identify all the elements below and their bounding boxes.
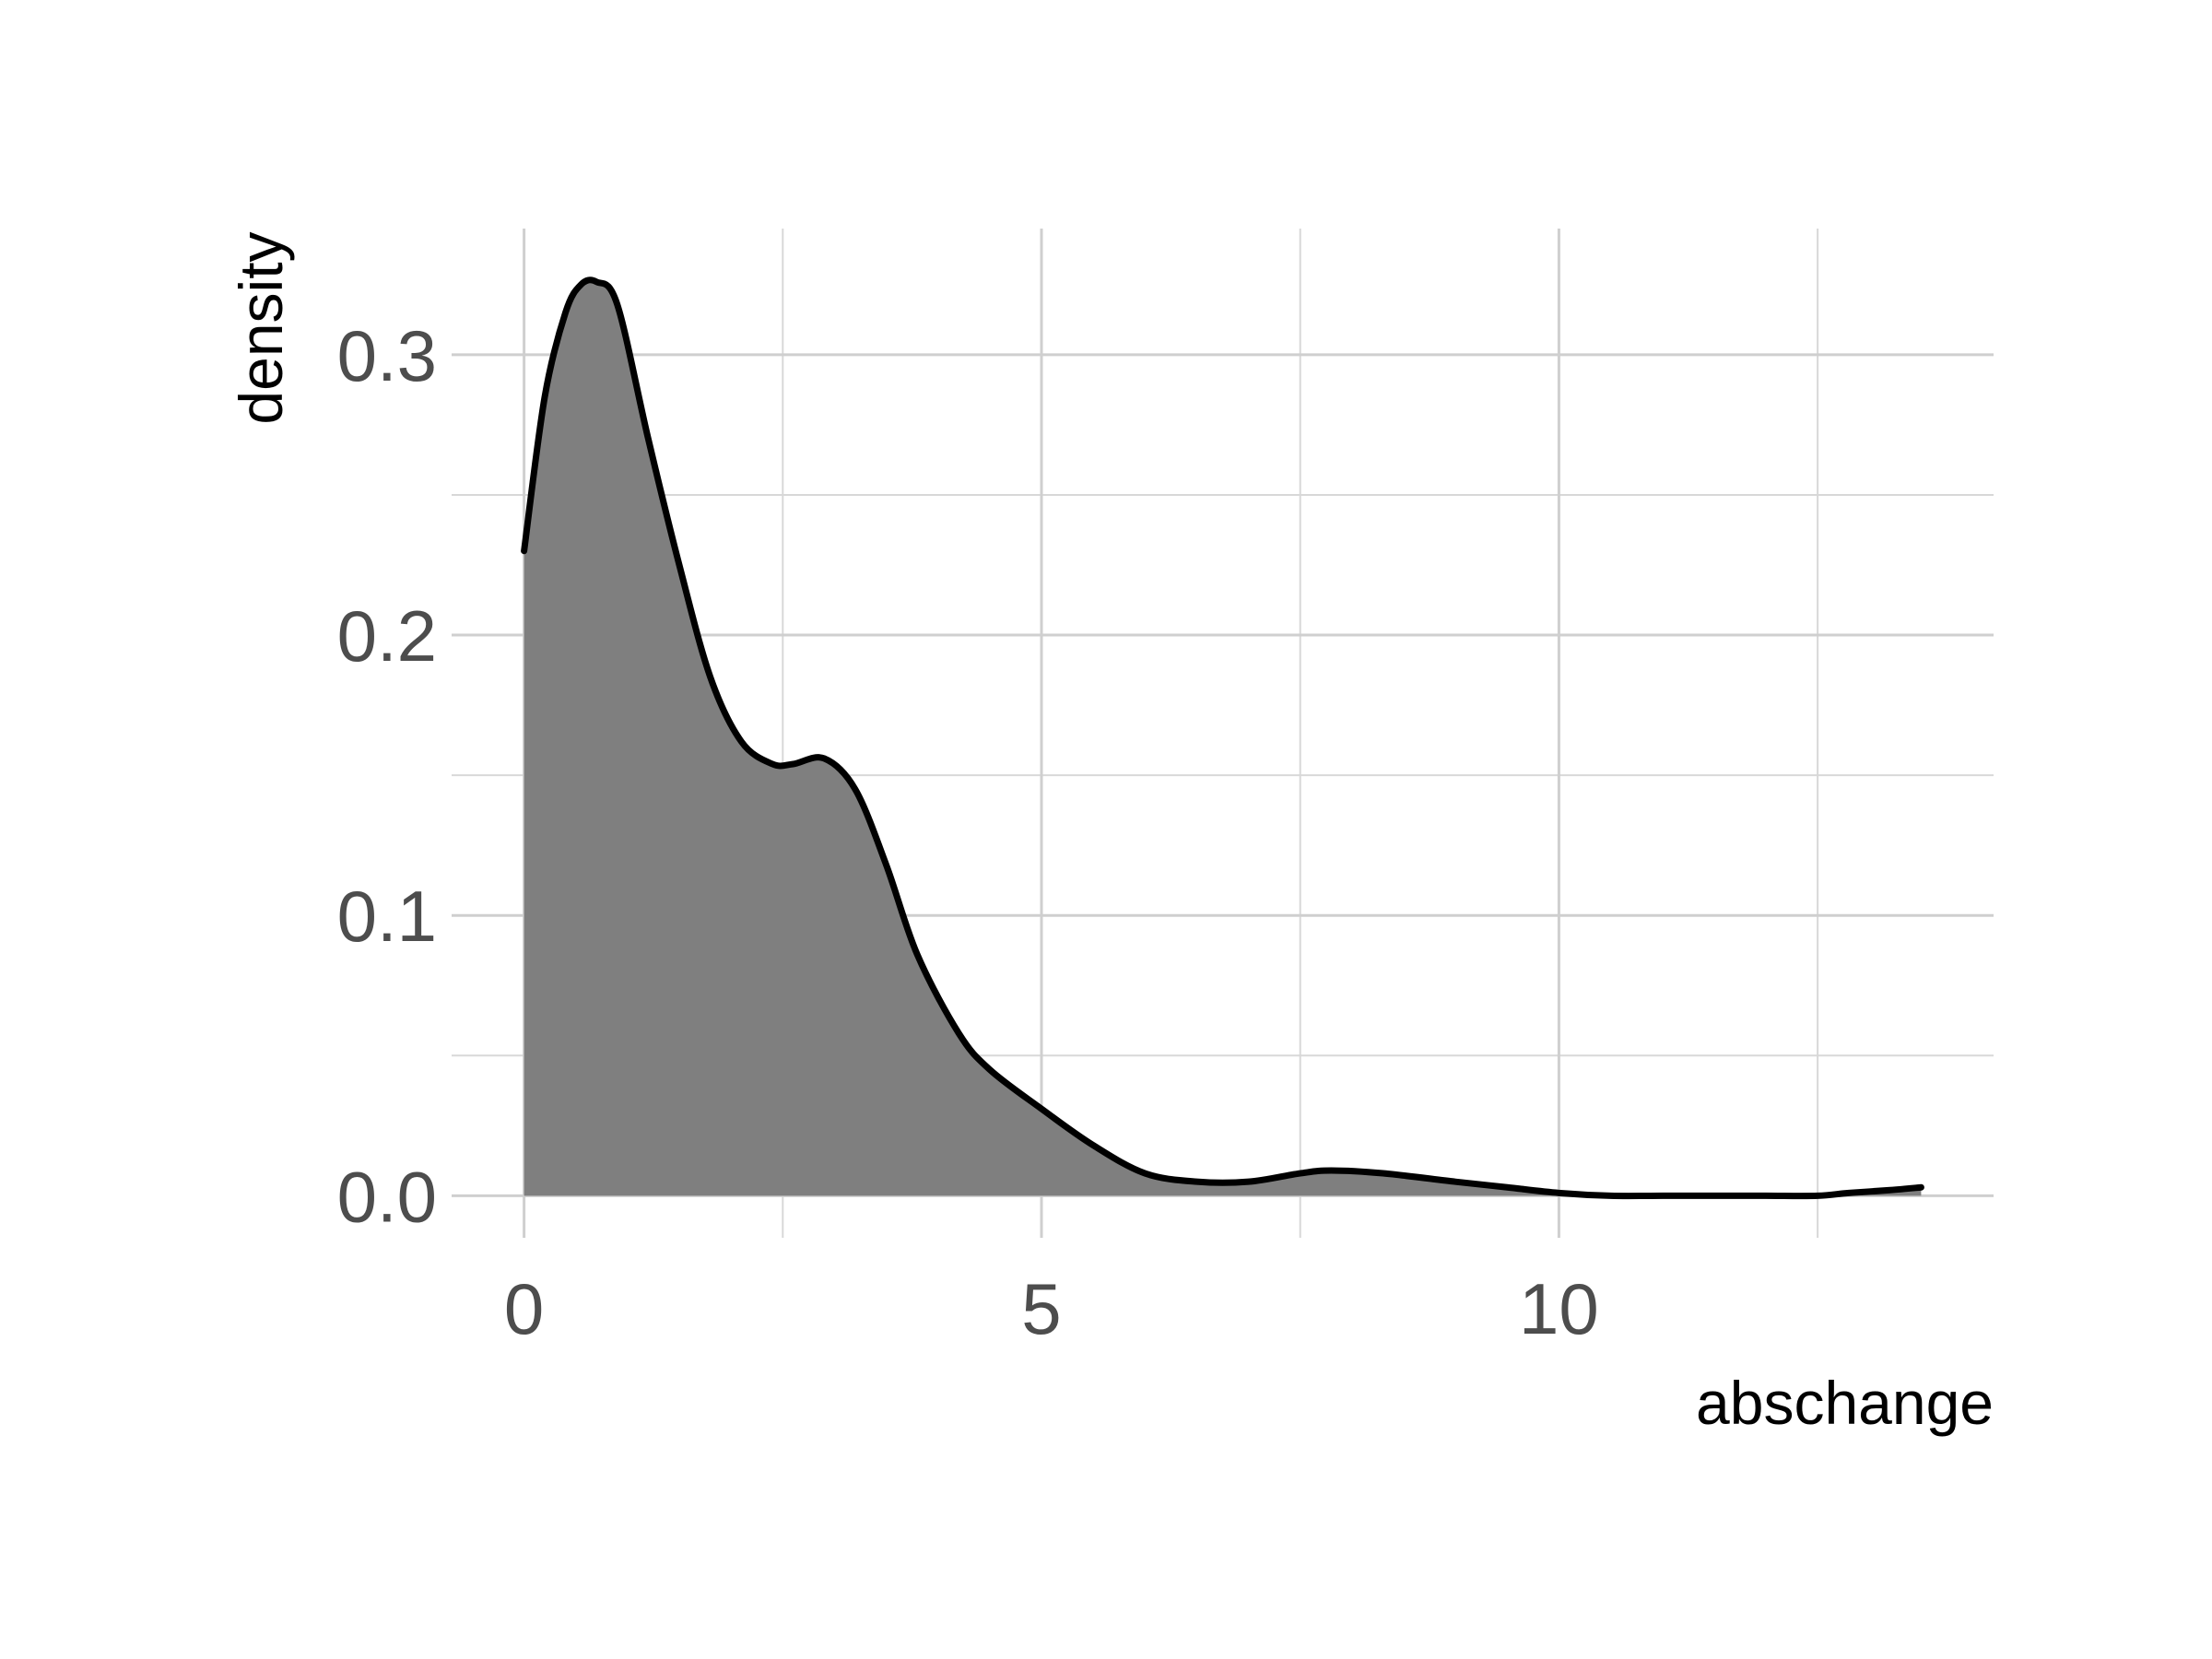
x-tick-label-1: 5 (1021, 1268, 1061, 1349)
y-axis-title: density (227, 231, 295, 424)
x-tick-label-0: 0 (504, 1268, 544, 1349)
y-tick-label-2: 0.2 (337, 595, 437, 677)
density-line (521, 276, 1924, 1200)
y-tick-label-3: 0.3 (337, 315, 437, 396)
x-axis-title: abschange (1696, 1369, 1994, 1437)
labels-layer: 0.0 0.1 0.2 0.3 0 5 10 (337, 315, 1599, 1349)
y-tick-label-0: 0.0 (337, 1156, 437, 1237)
y-tick-label-1: 0.1 (337, 876, 437, 957)
x-tick-label-2: 10 (1519, 1268, 1599, 1349)
density-area (524, 279, 1922, 1196)
series-layer (521, 276, 1924, 1200)
